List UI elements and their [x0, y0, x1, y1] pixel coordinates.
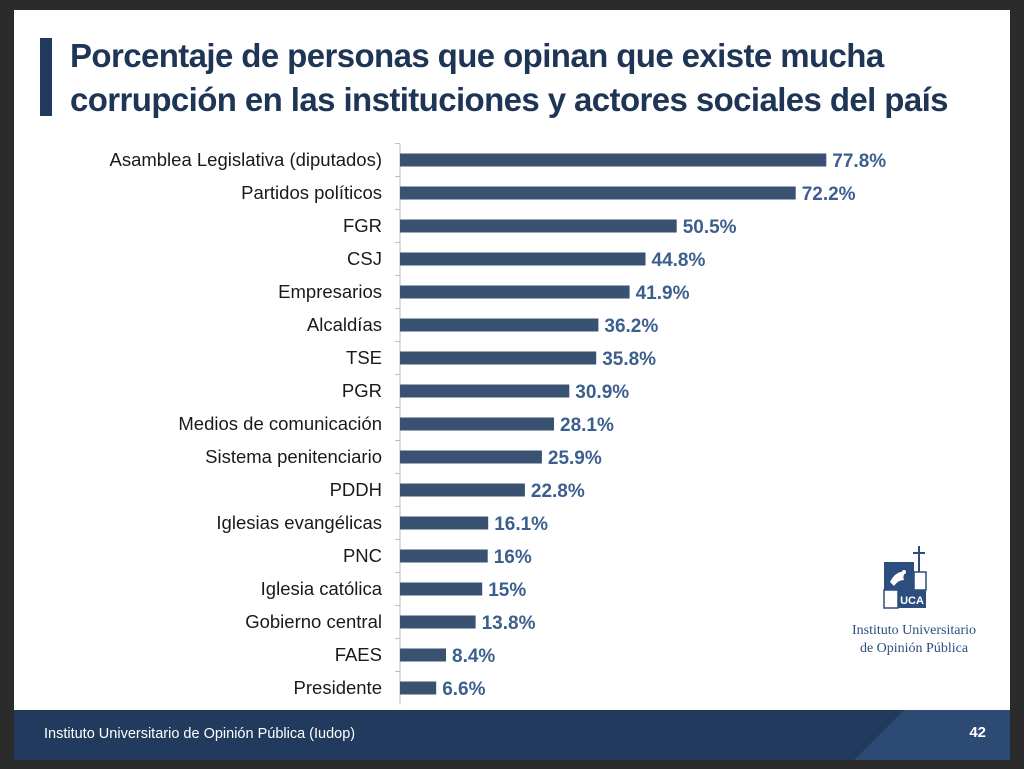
bar: [400, 615, 476, 629]
category-label: Gobierno central: [245, 611, 382, 632]
bar: [400, 483, 525, 497]
value-label: 50.5%: [683, 217, 737, 238]
page-number: 42: [969, 724, 986, 741]
value-label: 44.8%: [652, 250, 706, 271]
category-label: Medios de comunicación: [178, 413, 382, 434]
category-label: PGR: [342, 380, 382, 401]
bar: [400, 186, 796, 200]
category-label: PNC: [343, 545, 382, 566]
value-label: 16%: [494, 547, 532, 568]
category-label: Asamblea Legislativa (diputados): [109, 149, 382, 170]
category-label: CSJ: [347, 248, 382, 269]
uca-emblem-icon: UCA: [883, 546, 927, 609]
bar: [400, 153, 827, 167]
category-label: Empresarios: [278, 281, 382, 302]
logo-letters: UCA: [900, 595, 924, 607]
value-label: 30.9%: [575, 382, 629, 403]
bar: [400, 318, 599, 332]
title-accent-bar: [40, 38, 52, 116]
category-label: Iglesias evangélicas: [216, 512, 382, 533]
bar: [400, 648, 446, 662]
bar: [400, 285, 630, 299]
value-label: 77.8%: [832, 151, 886, 172]
value-label: 13.8%: [482, 613, 536, 634]
footer-text: Instituto Universitario de Opinión Públi…: [44, 726, 356, 742]
uca-logo: UCA Instituto Universitario de Opinión P…: [834, 542, 994, 672]
footer-decoration: [854, 710, 1010, 760]
bar-chart: Asamblea Legislativa (diputados) 77.8% Par…: [109, 143, 886, 705]
slide: Porcentaje de personas que opinan que ex…: [14, 10, 1010, 760]
bar: [400, 516, 489, 530]
category-label: FAES: [335, 644, 382, 665]
footer: Instituto Universitario de Opinión Públi…: [14, 710, 1010, 760]
logo-caption-line1: Instituto Universitario: [851, 623, 977, 638]
category-label: Presidente: [294, 677, 382, 698]
value-label: 41.9%: [636, 283, 690, 304]
value-label: 72.2%: [802, 184, 856, 205]
bar: [400, 219, 677, 233]
category-label: Iglesia católica: [261, 578, 383, 599]
bar: [400, 582, 483, 596]
logo-caption: Instituto Universitario de Opinión Públi…: [834, 622, 994, 658]
value-label: 15%: [488, 580, 526, 601]
bar: [400, 681, 437, 695]
bar: [400, 351, 597, 365]
logo-caption-line2: de Opinión Pública: [859, 641, 969, 656]
value-label: 35.8%: [602, 349, 656, 370]
category-label: Sistema penitenciario: [205, 446, 382, 467]
bar: [400, 252, 646, 266]
value-label: 22.8%: [531, 481, 585, 502]
category-label: Partidos políticos: [241, 182, 382, 203]
value-label: 6.6%: [442, 679, 485, 700]
chart-title: Porcentaje de personas que opinan que ex…: [70, 37, 949, 118]
category-label: PDDH: [330, 479, 382, 500]
category-label: FGR: [343, 215, 382, 236]
bar: [400, 450, 542, 464]
category-label: Alcaldías: [307, 314, 382, 335]
value-label: 36.2%: [604, 316, 658, 337]
bar: [400, 549, 488, 563]
value-label: 8.4%: [452, 646, 495, 667]
bar: [400, 384, 570, 398]
value-label: 28.1%: [560, 415, 614, 436]
value-label: 25.9%: [548, 448, 602, 469]
value-label: 16.1%: [494, 514, 548, 535]
category-label: TSE: [346, 347, 382, 368]
bar: [400, 417, 554, 431]
